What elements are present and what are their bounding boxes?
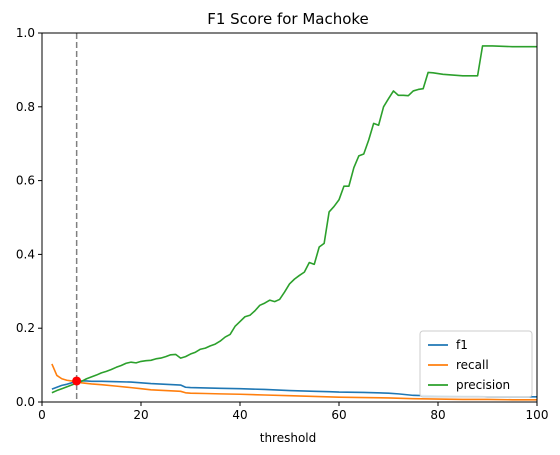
x-tick-label: 40: [232, 408, 247, 422]
y-tick-label: 0.0: [16, 395, 35, 409]
plot-frame: [41, 32, 538, 403]
legend-label-f1: f1: [456, 338, 468, 352]
best-threshold-marker: [72, 376, 82, 386]
y-tick-label: 1.0: [16, 26, 35, 40]
y-tick-label: 0.8: [16, 100, 35, 114]
x-tick-label: 100: [526, 408, 549, 422]
legend: f1 recall precision: [419, 330, 533, 398]
y-axis: 0.0 0.2 0.4 0.6 0.8 1.0: [16, 26, 42, 409]
y-tick-label: 0.2: [16, 321, 35, 335]
legend-label-recall: recall: [456, 358, 489, 372]
legend-box: [419, 330, 533, 398]
y-tick-label: 0.6: [16, 174, 35, 188]
x-axis: 0 20 40 60 80 100: [38, 402, 548, 422]
x-tick-label: 80: [430, 408, 445, 422]
plot-area: [51, 33, 537, 402]
x-tick-label: 20: [133, 408, 148, 422]
x-tick-label: 0: [38, 408, 46, 422]
series-line-precision: [51, 45, 537, 394]
x-axis-label: threshold: [260, 431, 317, 445]
y-tick-label: 0.4: [16, 247, 35, 261]
chart-title: F1 Score for Machoke: [207, 10, 369, 28]
x-tick-label: 60: [331, 408, 346, 422]
legend-label-precision: precision: [456, 378, 510, 392]
